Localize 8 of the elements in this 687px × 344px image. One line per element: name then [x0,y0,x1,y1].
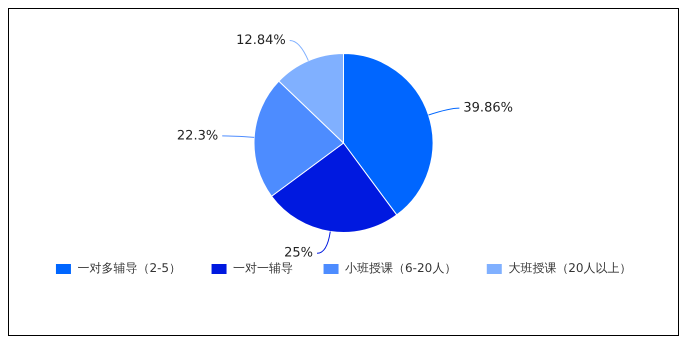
legend-label: 大班授课（20人以上） [508,261,632,276]
data-label: 22.3% [176,128,218,144]
legend-label: 小班授课（6-20人） [345,261,456,276]
data-label: 12.84% [236,32,286,48]
legend-label: 一对多辅导（2-5） [77,261,182,276]
data-label: 25% [284,246,314,261]
data-label: 39.86% [463,100,513,116]
legend-label: 一对一辅导 [233,261,294,276]
